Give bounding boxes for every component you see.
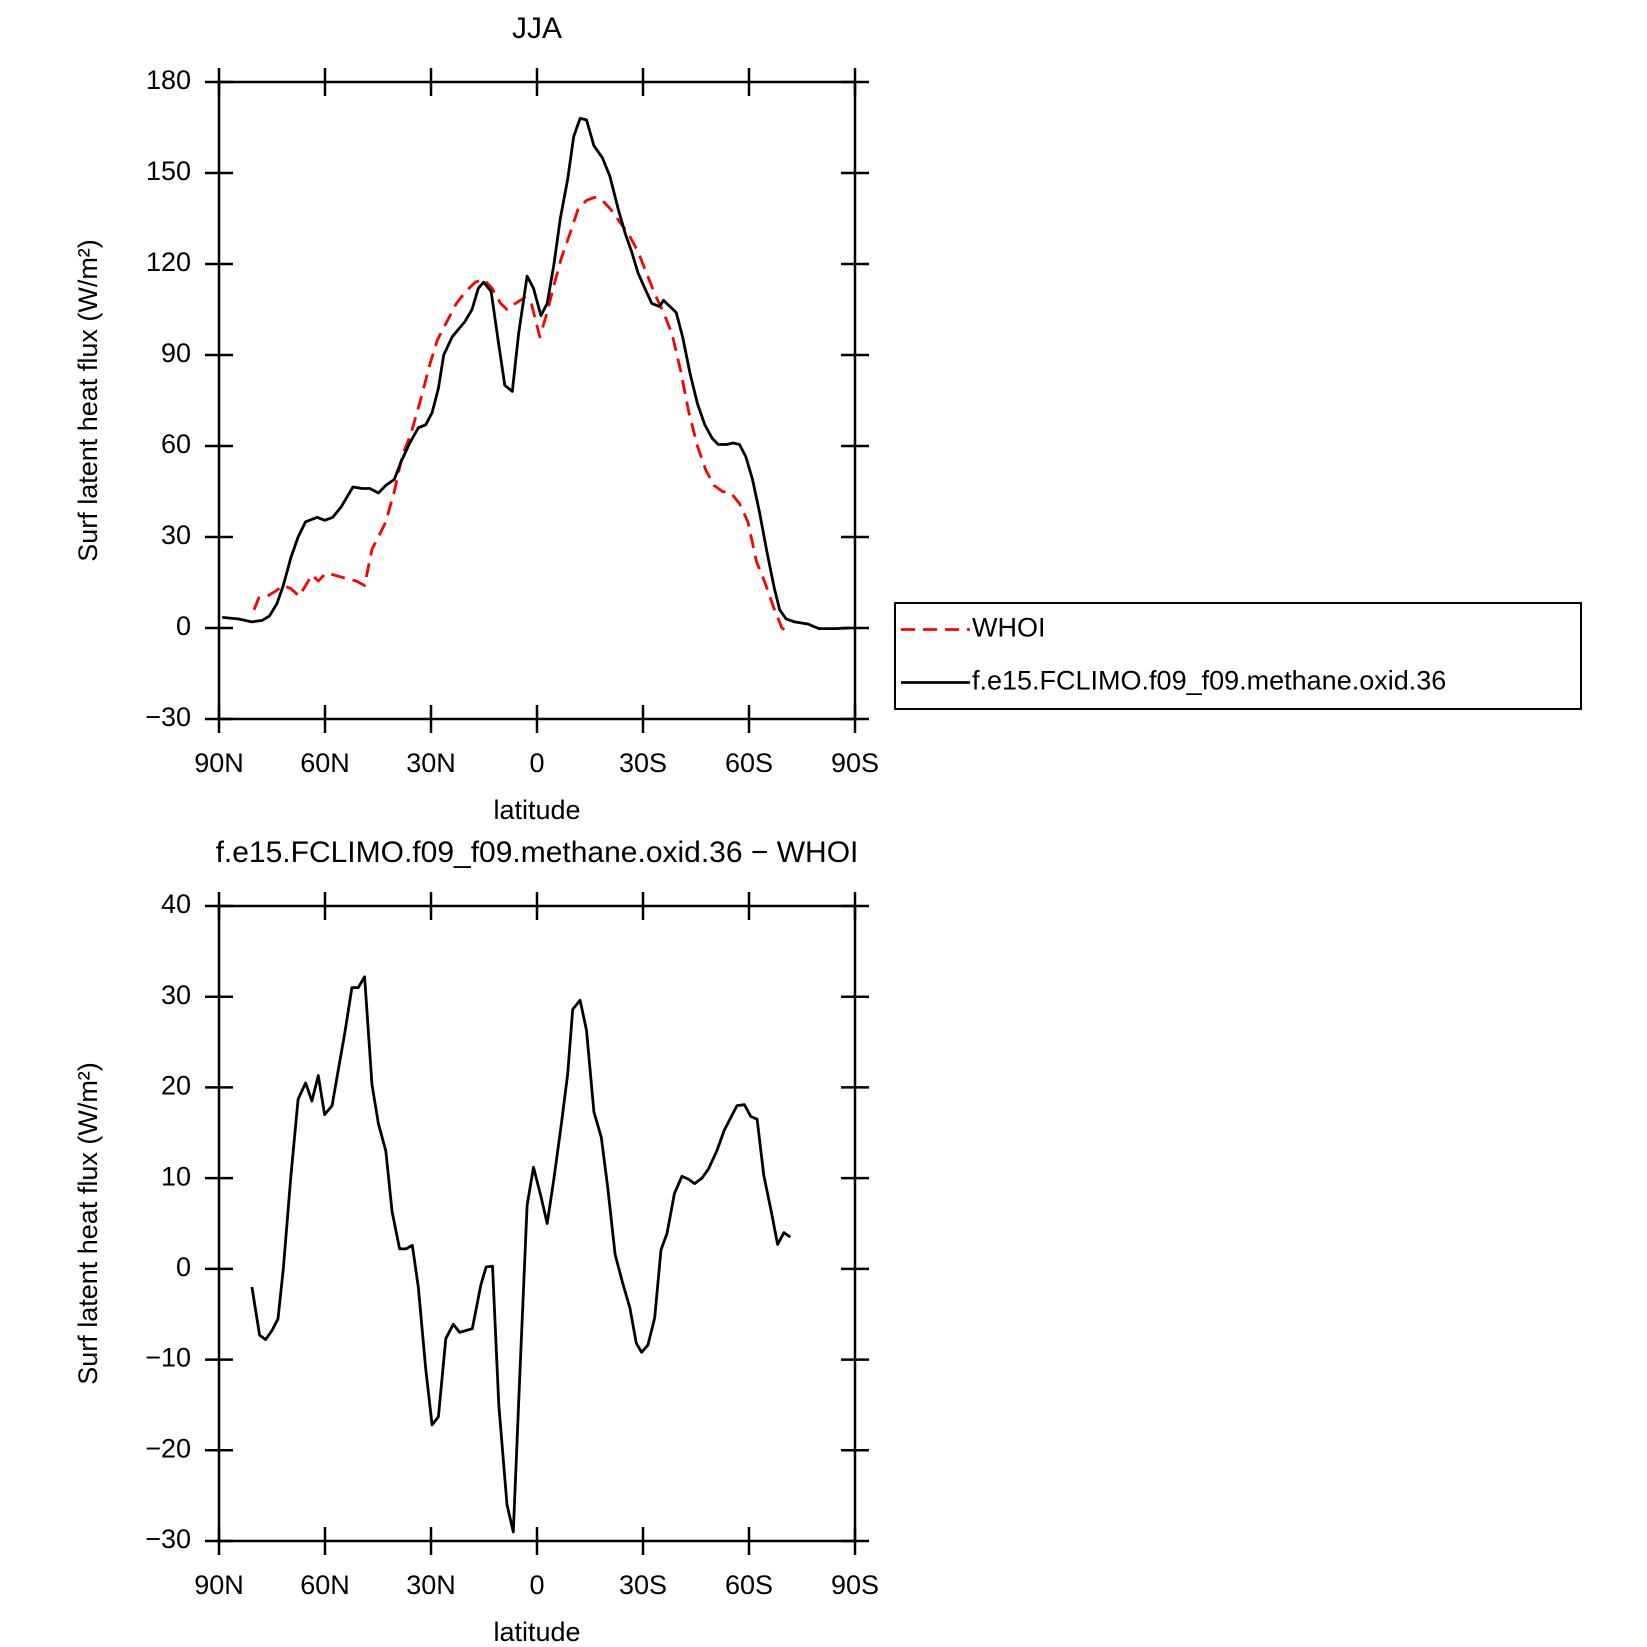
y-tick-label: 30 bbox=[161, 520, 191, 550]
y-tick-label: 0 bbox=[176, 611, 191, 641]
data-line bbox=[250, 975, 792, 1534]
y-tick-label: 120 bbox=[146, 247, 191, 277]
legend-label: WHOI bbox=[972, 613, 1046, 643]
y-tick-label: 30 bbox=[161, 980, 191, 1010]
x-tick-label: 90S bbox=[831, 1570, 879, 1600]
data-line bbox=[252, 195, 791, 634]
legend-label: f.e15.FCLIMO.f09_f09.methane.oxid.36 bbox=[972, 666, 1446, 696]
y-tick-label: 0 bbox=[176, 1252, 191, 1282]
y-tick-label: 60 bbox=[161, 429, 191, 459]
y-tick-label: −10 bbox=[145, 1343, 191, 1373]
y-tick-label: −20 bbox=[145, 1433, 191, 1463]
y-axis-label: Surf latent heat flux (W/m²) bbox=[73, 239, 103, 562]
plot-frame bbox=[217, 80, 857, 721]
chart-title: f.e15.FCLIMO.f09_f09.methane.oxid.36 − W… bbox=[216, 836, 859, 869]
legend-box bbox=[894, 602, 1582, 710]
x-tick-label: 0 bbox=[529, 1570, 544, 1600]
y-tick-label: −30 bbox=[145, 1524, 191, 1554]
y-tick-label: 20 bbox=[161, 1071, 191, 1101]
y-tick-label: 10 bbox=[161, 1161, 191, 1191]
y-tick-label: 40 bbox=[161, 889, 191, 919]
x-tick-label: 30N bbox=[406, 1570, 456, 1600]
y-tick-label: −30 bbox=[145, 702, 191, 732]
x-axis-label: latitude bbox=[493, 795, 580, 825]
x-tick-label: 60S bbox=[725, 748, 773, 778]
data-line bbox=[222, 117, 851, 630]
x-tick-label: 0 bbox=[529, 748, 544, 778]
x-tick-label: 30S bbox=[619, 748, 667, 778]
x-tick-label: 90S bbox=[831, 748, 879, 778]
x-axis-label: latitude bbox=[493, 1617, 580, 1647]
y-tick-label: 90 bbox=[161, 338, 191, 368]
x-tick-label: 30N bbox=[406, 748, 456, 778]
y-tick-label: 150 bbox=[146, 156, 191, 186]
x-tick-label: 90N bbox=[194, 748, 244, 778]
plot-frame bbox=[217, 904, 857, 1543]
y-axis-label: Surf latent heat flux (W/m²) bbox=[73, 1062, 103, 1385]
x-tick-label: 30S bbox=[619, 1570, 667, 1600]
chart-title: JJA bbox=[512, 12, 562, 45]
x-tick-label: 90N bbox=[194, 1570, 244, 1600]
x-tick-label: 60N bbox=[300, 748, 350, 778]
y-tick-label: 180 bbox=[146, 65, 191, 95]
x-tick-label: 60S bbox=[725, 1570, 773, 1600]
x-tick-label: 60N bbox=[300, 1570, 350, 1600]
